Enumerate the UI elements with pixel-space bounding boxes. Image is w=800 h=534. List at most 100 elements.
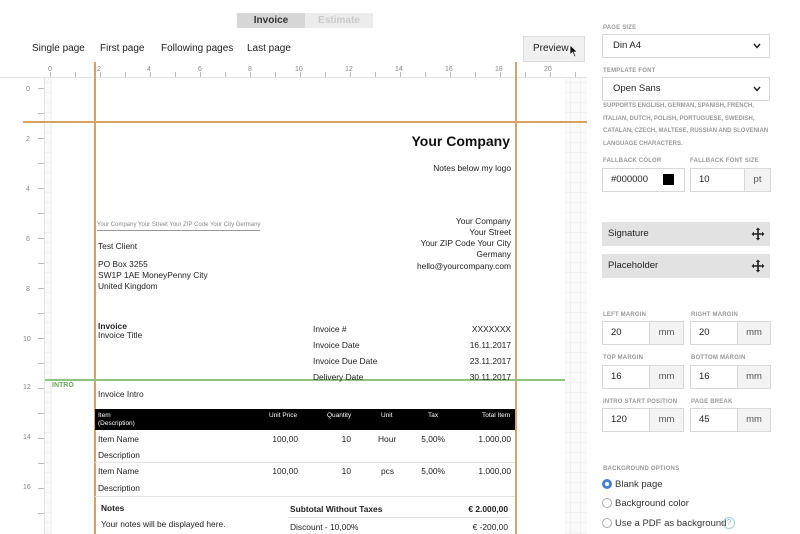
right-margin-guide[interactable] xyxy=(515,62,517,534)
radio-label[interactable]: Background color xyxy=(615,498,689,509)
pointer-cursor-icon xyxy=(569,44,579,58)
subtotal-label: Subtotal Without Taxes xyxy=(290,504,383,514)
tab-single-page[interactable]: Single page xyxy=(32,43,85,54)
radio-blank-page[interactable] xyxy=(602,479,612,489)
invoice-page xyxy=(52,78,565,534)
ruler-tick xyxy=(450,72,451,77)
intro-start-guide[interactable] xyxy=(45,379,565,381)
move-icon[interactable] xyxy=(751,227,765,241)
sender-address-line[interactable]: Your Street xyxy=(469,227,511,237)
left-margin-guide[interactable] xyxy=(94,62,96,534)
fallback-font-size-label: FALLBACK FONT SIZE xyxy=(690,158,759,164)
document-title[interactable]: Invoice xyxy=(98,321,127,331)
tab-following-pages[interactable]: Following pages xyxy=(161,43,234,54)
row-tax[interactable]: 5,00% xyxy=(421,466,445,476)
ruler-label: 10 xyxy=(23,336,31,343)
page-break-input[interactable]: 45 xyxy=(690,408,738,432)
row-total[interactable]: 1.000,00 xyxy=(478,434,511,444)
row-description[interactable]: Description xyxy=(98,483,140,493)
meta-value[interactable]: XXXXXXX xyxy=(471,324,511,334)
horizontal-ruler: 0 2 4 6 8 10 12 14 16 18 20 xyxy=(0,62,587,78)
page-size-select[interactable]: Din A4 xyxy=(602,34,770,58)
signature-block[interactable]: Signature xyxy=(602,222,770,246)
template-font-select[interactable]: Open Sans xyxy=(602,77,770,101)
sender-address-line[interactable]: Germany xyxy=(476,249,511,259)
ruler-label: 16 xyxy=(23,484,31,491)
ruler-tick xyxy=(350,72,351,77)
radio-label[interactable]: Use a PDF as background xyxy=(615,518,727,529)
radio-label[interactable]: Blank page xyxy=(615,479,663,490)
row-unit-price[interactable]: 100,00 xyxy=(272,434,298,444)
row-quantity[interactable]: 10 xyxy=(341,466,351,476)
right-margin-label: RIGHT MARGIN xyxy=(691,312,739,318)
ruler-tick xyxy=(38,363,44,364)
recipient-line[interactable]: PO Box 3255 xyxy=(98,259,148,269)
sender-email[interactable]: hello@yourcompany.com xyxy=(417,261,511,271)
meta-value[interactable]: 30.11.2017 xyxy=(469,372,511,382)
row-tax[interactable]: 5,00% xyxy=(421,434,445,444)
sender-address-line[interactable]: Your Company xyxy=(455,216,511,226)
fallback-font-size-input[interactable]: 10 xyxy=(690,168,745,192)
chevron-down-icon xyxy=(753,86,761,92)
ruler-label: 8 xyxy=(26,286,30,293)
logo-note[interactable]: Notes below my logo xyxy=(433,163,511,173)
intro-start-input[interactable]: 120 xyxy=(602,408,650,432)
invoice-tab[interactable]: Invoice xyxy=(237,13,305,28)
ruler-tick xyxy=(250,72,251,77)
radio-pdf-background[interactable] xyxy=(602,518,612,528)
recipient-line[interactable]: United Kingdom xyxy=(98,281,158,291)
preview-label: Preview xyxy=(533,43,569,54)
help-icon[interactable]: ? xyxy=(723,517,735,529)
color-swatch[interactable] xyxy=(663,174,674,185)
row-unit[interactable]: Hour xyxy=(378,434,397,444)
ruler-label: 8 xyxy=(248,66,252,73)
meta-value[interactable]: 16.11.2017 xyxy=(469,340,511,350)
invoice-intro[interactable]: Invoice Intro xyxy=(98,389,144,399)
sender-address-line[interactable]: Your ZIP Code Your City xyxy=(420,238,511,248)
radio-background-color[interactable] xyxy=(602,498,612,508)
notes-title[interactable]: Notes xyxy=(101,503,125,513)
totals-divider xyxy=(288,517,510,518)
ruler-tick xyxy=(200,72,201,77)
ruler-label: 4 xyxy=(147,66,151,73)
tab-first-page[interactable]: First page xyxy=(100,43,145,54)
ruler-label: 14 xyxy=(395,66,403,73)
ruler-label: 12 xyxy=(345,66,353,73)
row-description[interactable]: Description xyxy=(98,450,140,460)
top-margin-input[interactable]: 16 xyxy=(602,365,650,389)
ruler-tick xyxy=(150,72,151,77)
meta-value[interactable]: 23.11.2017 xyxy=(469,356,511,366)
background-options-label: BACKGROUND OPTIONS xyxy=(603,466,680,472)
move-icon[interactable] xyxy=(751,259,765,273)
left-margin-input[interactable]: 20 xyxy=(602,321,650,345)
fallback-color-input[interactable]: #000000 xyxy=(602,168,685,192)
ruler-tick xyxy=(38,438,44,439)
placeholder-block[interactable]: Placeholder xyxy=(602,254,770,278)
page-size-value: Din A4 xyxy=(613,40,641,51)
recipient-line[interactable]: SW1P 1AE MoneyPenny City xyxy=(98,270,208,280)
row-item-name[interactable]: Item Name xyxy=(98,434,139,444)
tab-last-page[interactable]: Last page xyxy=(247,43,291,54)
ruler-tick xyxy=(38,88,44,89)
template-font-label: TEMPLATE FONT xyxy=(603,68,656,74)
col-item: Item xyxy=(98,412,111,419)
company-name[interactable]: Your Company xyxy=(411,133,510,149)
mm-unit: mm xyxy=(737,321,771,345)
row-item-name[interactable]: Item Name xyxy=(98,466,139,476)
recipient-line[interactable]: Test Client xyxy=(98,241,138,251)
row-total[interactable]: 1.000,00 xyxy=(478,466,511,476)
right-margin-input[interactable]: 20 xyxy=(690,321,738,345)
discount-label: Discount - 10,00% xyxy=(290,522,359,532)
bottom-margin-input[interactable]: 16 xyxy=(690,365,738,389)
estimate-tab[interactable]: Estimate xyxy=(318,15,360,26)
row-unit[interactable]: pcs xyxy=(381,466,395,476)
document-subtitle[interactable]: Invoice Title xyxy=(98,330,143,340)
row-unit-price[interactable]: 100,00 xyxy=(272,466,298,476)
top-margin-guide[interactable] xyxy=(23,121,587,123)
notes-text[interactable]: Your notes will be displayed here. xyxy=(101,519,226,529)
row-quantity[interactable]: 10 xyxy=(341,434,351,444)
left-margin-label: LEFT MARGIN xyxy=(603,312,647,318)
top-margin-label: TOP MARGIN xyxy=(603,355,644,361)
sender-return-line[interactable]: Your Company Your Street Your ZIP Code Y… xyxy=(97,222,261,231)
ruler-tick xyxy=(325,72,326,77)
